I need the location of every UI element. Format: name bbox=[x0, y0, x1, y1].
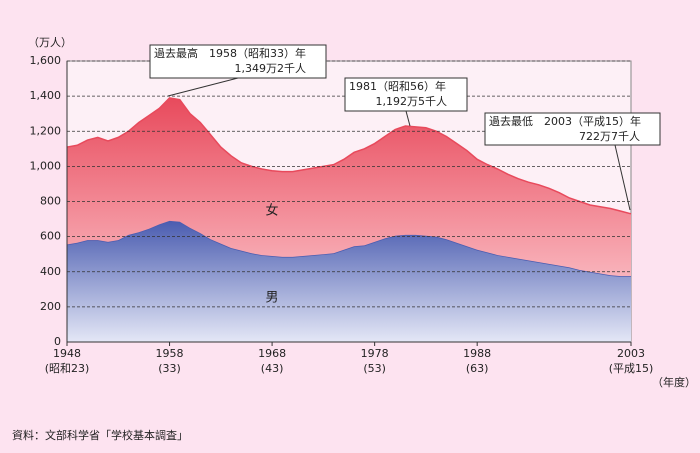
y-tick-label: 1,600 bbox=[30, 54, 62, 67]
callout-text: 1981（昭和56）年 bbox=[349, 79, 446, 93]
x-tick-label: 1968 bbox=[258, 347, 286, 360]
source: 資料：文部科学省「学校基本調査」 bbox=[12, 428, 188, 442]
area-fill bbox=[67, 97, 631, 277]
callout-text: 722万7千人 bbox=[579, 130, 640, 143]
y-tick-label: 600 bbox=[40, 230, 61, 243]
area-fill bbox=[67, 220, 631, 342]
callout-line bbox=[405, 110, 411, 127]
series-label: 男 bbox=[265, 291, 278, 306]
callout-box bbox=[484, 112, 661, 146]
x-tick-era: (43) bbox=[261, 362, 284, 375]
x-tick-label: 2003 bbox=[617, 347, 645, 360]
y-tick-label: 0 bbox=[54, 335, 61, 348]
x-tick-era: (53) bbox=[363, 362, 386, 375]
series-label: 女 bbox=[265, 203, 278, 219]
area-edge bbox=[66, 97, 632, 215]
callout-text: 過去最低 2003（平成15）年 bbox=[489, 114, 641, 128]
x-tick-label: 1948 bbox=[53, 347, 81, 360]
y-tick-label: 1,200 bbox=[30, 124, 62, 137]
callout-text: 過去最高 1958（昭和33）年 bbox=[154, 46, 306, 60]
x-tick-label: 1978 bbox=[361, 347, 389, 360]
y-tick-label: 800 bbox=[40, 195, 61, 208]
x-tick-label: 1958 bbox=[156, 347, 184, 360]
y-tick-label: 200 bbox=[40, 300, 61, 313]
x-tick-era: (平成15) bbox=[609, 362, 654, 375]
callout-text: 1,192万5千人 bbox=[376, 95, 448, 108]
y-unit: （万人） bbox=[28, 36, 72, 49]
x-tick-label: 1988 bbox=[463, 347, 491, 360]
callout-box bbox=[149, 44, 327, 79]
callout-text: 1,349万2千人 bbox=[235, 62, 307, 75]
y-tick-label: 1,000 bbox=[30, 159, 62, 172]
callout-line bbox=[167, 77, 239, 97]
callout-box bbox=[344, 77, 468, 112]
x-tick-era: (昭和23) bbox=[45, 362, 90, 375]
y-tick-label: 1,400 bbox=[30, 89, 62, 102]
callout-line bbox=[614, 144, 631, 211]
x-unit: （年度） bbox=[652, 375, 696, 389]
x-tick-era: (63) bbox=[466, 362, 489, 375]
x-tick-era: (33) bbox=[158, 362, 181, 375]
y-tick-label: 400 bbox=[40, 265, 61, 278]
